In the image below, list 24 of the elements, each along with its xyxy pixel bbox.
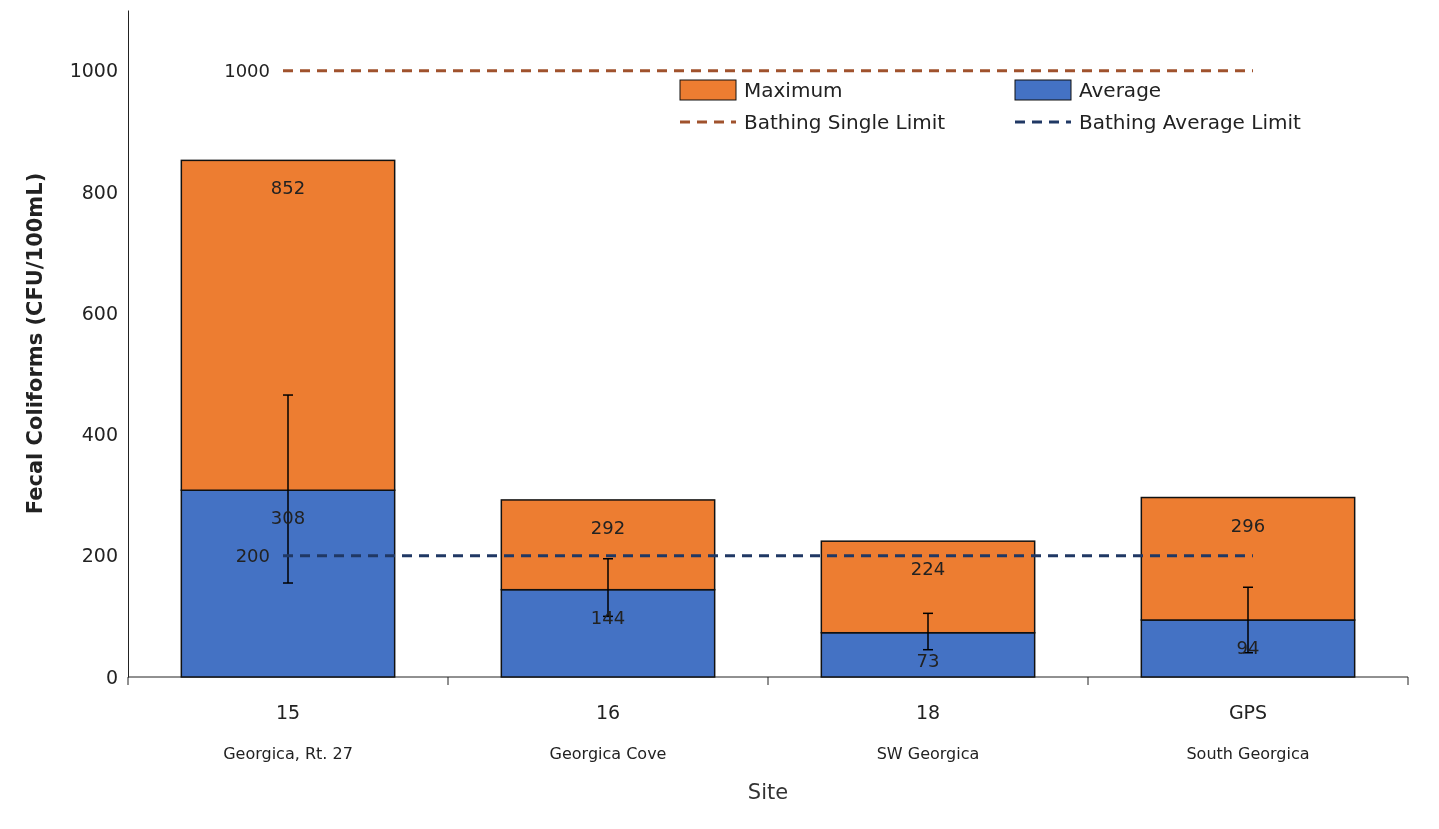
x-tick-label: GPS South Georgica: [1186, 701, 1310, 763]
data-label: 73: [916, 649, 940, 671]
legend-label: Bathing Single Limit: [744, 110, 946, 134]
y-tick-label: 200: [81, 544, 118, 567]
x-tick-label: 15 Georgica, Rt. 27: [223, 701, 353, 763]
legend-label: Bathing Average Limit: [1079, 110, 1301, 134]
total-label: 224: [910, 558, 946, 580]
y-tick-label: 800: [81, 180, 118, 203]
legend-label: Maximum: [744, 78, 843, 102]
legend-label: Average: [1079, 78, 1162, 102]
total-label: 852: [270, 177, 306, 199]
x-axis-title: Site: [747, 780, 789, 804]
y-tick-label: 1000: [69, 59, 118, 82]
text: 200: [235, 544, 270, 566]
y-tick-label: 400: [81, 423, 118, 446]
total-label: 296: [1230, 514, 1266, 536]
y-tick-label: 600: [81, 301, 118, 324]
x-tick-label: 18 SW Georgica: [876, 701, 980, 763]
data-label: 144: [590, 606, 626, 628]
x-tick-label: 16 Georgica Cove: [549, 701, 667, 763]
text: 1000: [224, 59, 270, 81]
total-label: 292: [590, 516, 626, 538]
y-tick-label: 0: [105, 665, 118, 688]
y-axis-title: Fecal Coliforms (CFU/100mL): [23, 172, 47, 515]
